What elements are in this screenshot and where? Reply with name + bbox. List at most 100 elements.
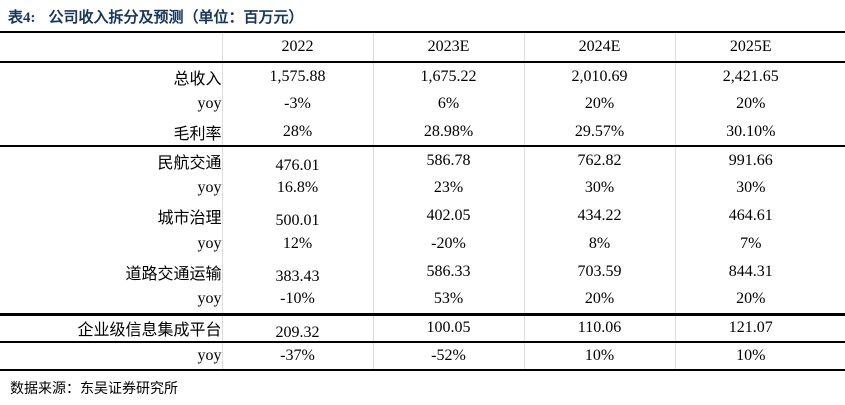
cell-text: 20% (584, 290, 615, 308)
cell-value: 10% (674, 342, 845, 370)
cell-text: 586.78 (426, 151, 471, 169)
cell-text: 20% (736, 95, 766, 112)
cell-text: -37% (280, 347, 315, 364)
cell-text: 28% (282, 122, 313, 140)
cell-text: 1,675.22 (420, 67, 477, 85)
cell-value: 30% (523, 174, 675, 202)
table-title-text: 公司收入拆分及预测（单位：百万元） (48, 10, 304, 26)
cell-text: -20% (431, 235, 466, 252)
table-title: 表4: 公司收入拆分及预测（单位：百万元） (0, 0, 845, 33)
row-label: 民航交通 (157, 154, 222, 172)
cell-value: -3% (221, 90, 373, 118)
header-2023e: 2023E (372, 33, 524, 62)
cell-value: 8% (523, 230, 675, 258)
cell-value: 762.82 (523, 146, 675, 174)
cell-text: 53% (433, 290, 464, 308)
cell-text: 100.05 (426, 319, 471, 337)
cell-value: 586.78 (372, 146, 524, 174)
cell-value: 476.01 (221, 146, 373, 174)
cell-text: 209.32 (275, 324, 320, 342)
cell-text: -52% (431, 347, 466, 364)
cell-text: 703.59 (577, 263, 622, 280)
cell-value: 121.07 (674, 314, 845, 342)
row-label: yoy (197, 95, 222, 112)
cell-value: 23% (372, 174, 524, 202)
cell-text: 30% (736, 179, 766, 196)
cell-value: 20% (523, 286, 675, 314)
cell-value: 10% (523, 342, 675, 370)
cell-value: 28.98% (372, 118, 524, 146)
table-row-yoy: yoy -37% -52% 10% 10% (0, 342, 845, 370)
table-row: 总收入 1,575.88 1,675.22 2,010.69 2,421.65 (0, 62, 845, 90)
table-number: 表4: (8, 10, 36, 26)
table-row-yoy: yoy -3% 6% 20% 20% (0, 90, 845, 118)
cell-text: 991.66 (728, 151, 773, 169)
table-row: 道路交通运输 383.43 586.33 703.59 844.31 (0, 258, 845, 286)
table-row-yoy: yoy 12% -20% 8% 7% (0, 230, 845, 258)
row-label: 毛利率 (173, 125, 222, 143)
cell-text: 30.10% (726, 122, 776, 140)
row-label: yoy (197, 347, 222, 364)
cell-value: -37% (221, 342, 373, 370)
cell-value: 383.43 (221, 258, 373, 286)
cell-value: 20% (674, 90, 845, 118)
cell-value: 53% (372, 286, 524, 314)
cell-value: 7% (674, 230, 845, 258)
cell-text: 402.05 (426, 207, 471, 224)
cell-value: 100.05 (372, 314, 524, 342)
cell-value: 703.59 (523, 258, 675, 286)
cell-text: 20% (584, 95, 615, 112)
header-2022: 2022 (221, 33, 373, 62)
cell-text: 10% (736, 347, 766, 364)
cell-text: 383.43 (275, 268, 320, 285)
cell-value: 20% (674, 286, 845, 314)
cell-text: 464.61 (728, 207, 773, 224)
cell-value: 12% (221, 230, 373, 258)
cell-text: 6% (437, 95, 460, 112)
cell-text: 30% (584, 179, 615, 196)
cell-value: 464.61 (674, 202, 845, 230)
row-label: yoy (197, 235, 222, 252)
cell-value: 2,421.65 (674, 62, 845, 90)
cell-value: -52% (372, 342, 524, 370)
cell-text: 434.22 (577, 207, 622, 224)
row-label: 道路交通运输 (125, 266, 222, 283)
cell-text: -10% (280, 290, 315, 308)
row-label: yoy (197, 290, 222, 308)
cell-value: 586.33 (372, 258, 524, 286)
cell-text: 10% (584, 347, 615, 364)
cell-value: 991.66 (674, 146, 845, 174)
cell-text: 23% (433, 179, 464, 196)
cell-text: 121.07 (728, 319, 773, 337)
cell-value: 209.32 (221, 314, 373, 342)
cell-text: 500.01 (275, 212, 320, 229)
cell-text: 844.31 (728, 263, 773, 280)
cell-value: 110.06 (523, 314, 675, 342)
cell-value: 844.31 (674, 258, 845, 286)
header-row: 2022 2023E 2024E 2025E (0, 33, 845, 62)
cell-value: 16.8% (221, 174, 373, 202)
cell-value: 2,010.69 (523, 62, 675, 90)
cell-value: 402.05 (372, 202, 524, 230)
cell-value: -10% (221, 286, 373, 314)
cell-text: 8% (588, 235, 611, 252)
cell-text: 7% (740, 235, 762, 252)
cell-text: 29.57% (574, 122, 625, 140)
table-row: 民航交通 476.01 586.78 762.82 991.66 (0, 146, 845, 174)
cell-text: 28.98% (423, 122, 474, 140)
cell-value: 1,575.88 (221, 62, 373, 90)
cell-text: 762.82 (577, 151, 622, 169)
table-row-yoy: yoy -10% 53% 20% 20% (0, 286, 845, 314)
revenue-breakdown-table: 2022 2023E 2024E 2025E 总收入 1,575.88 1,675.… (0, 33, 845, 371)
cell-value: 30% (674, 174, 845, 202)
cell-text: 110.06 (577, 319, 622, 337)
header-empty (0, 33, 222, 62)
cell-value: 6% (372, 90, 524, 118)
cell-value: 434.22 (523, 202, 675, 230)
cell-text: 20% (736, 290, 766, 308)
cell-value: 1,675.22 (372, 62, 524, 90)
cell-value: -20% (372, 230, 524, 258)
table-row: 城市治理 500.01 402.05 434.22 464.61 (0, 202, 845, 230)
cell-text: 1,575.88 (269, 67, 326, 85)
